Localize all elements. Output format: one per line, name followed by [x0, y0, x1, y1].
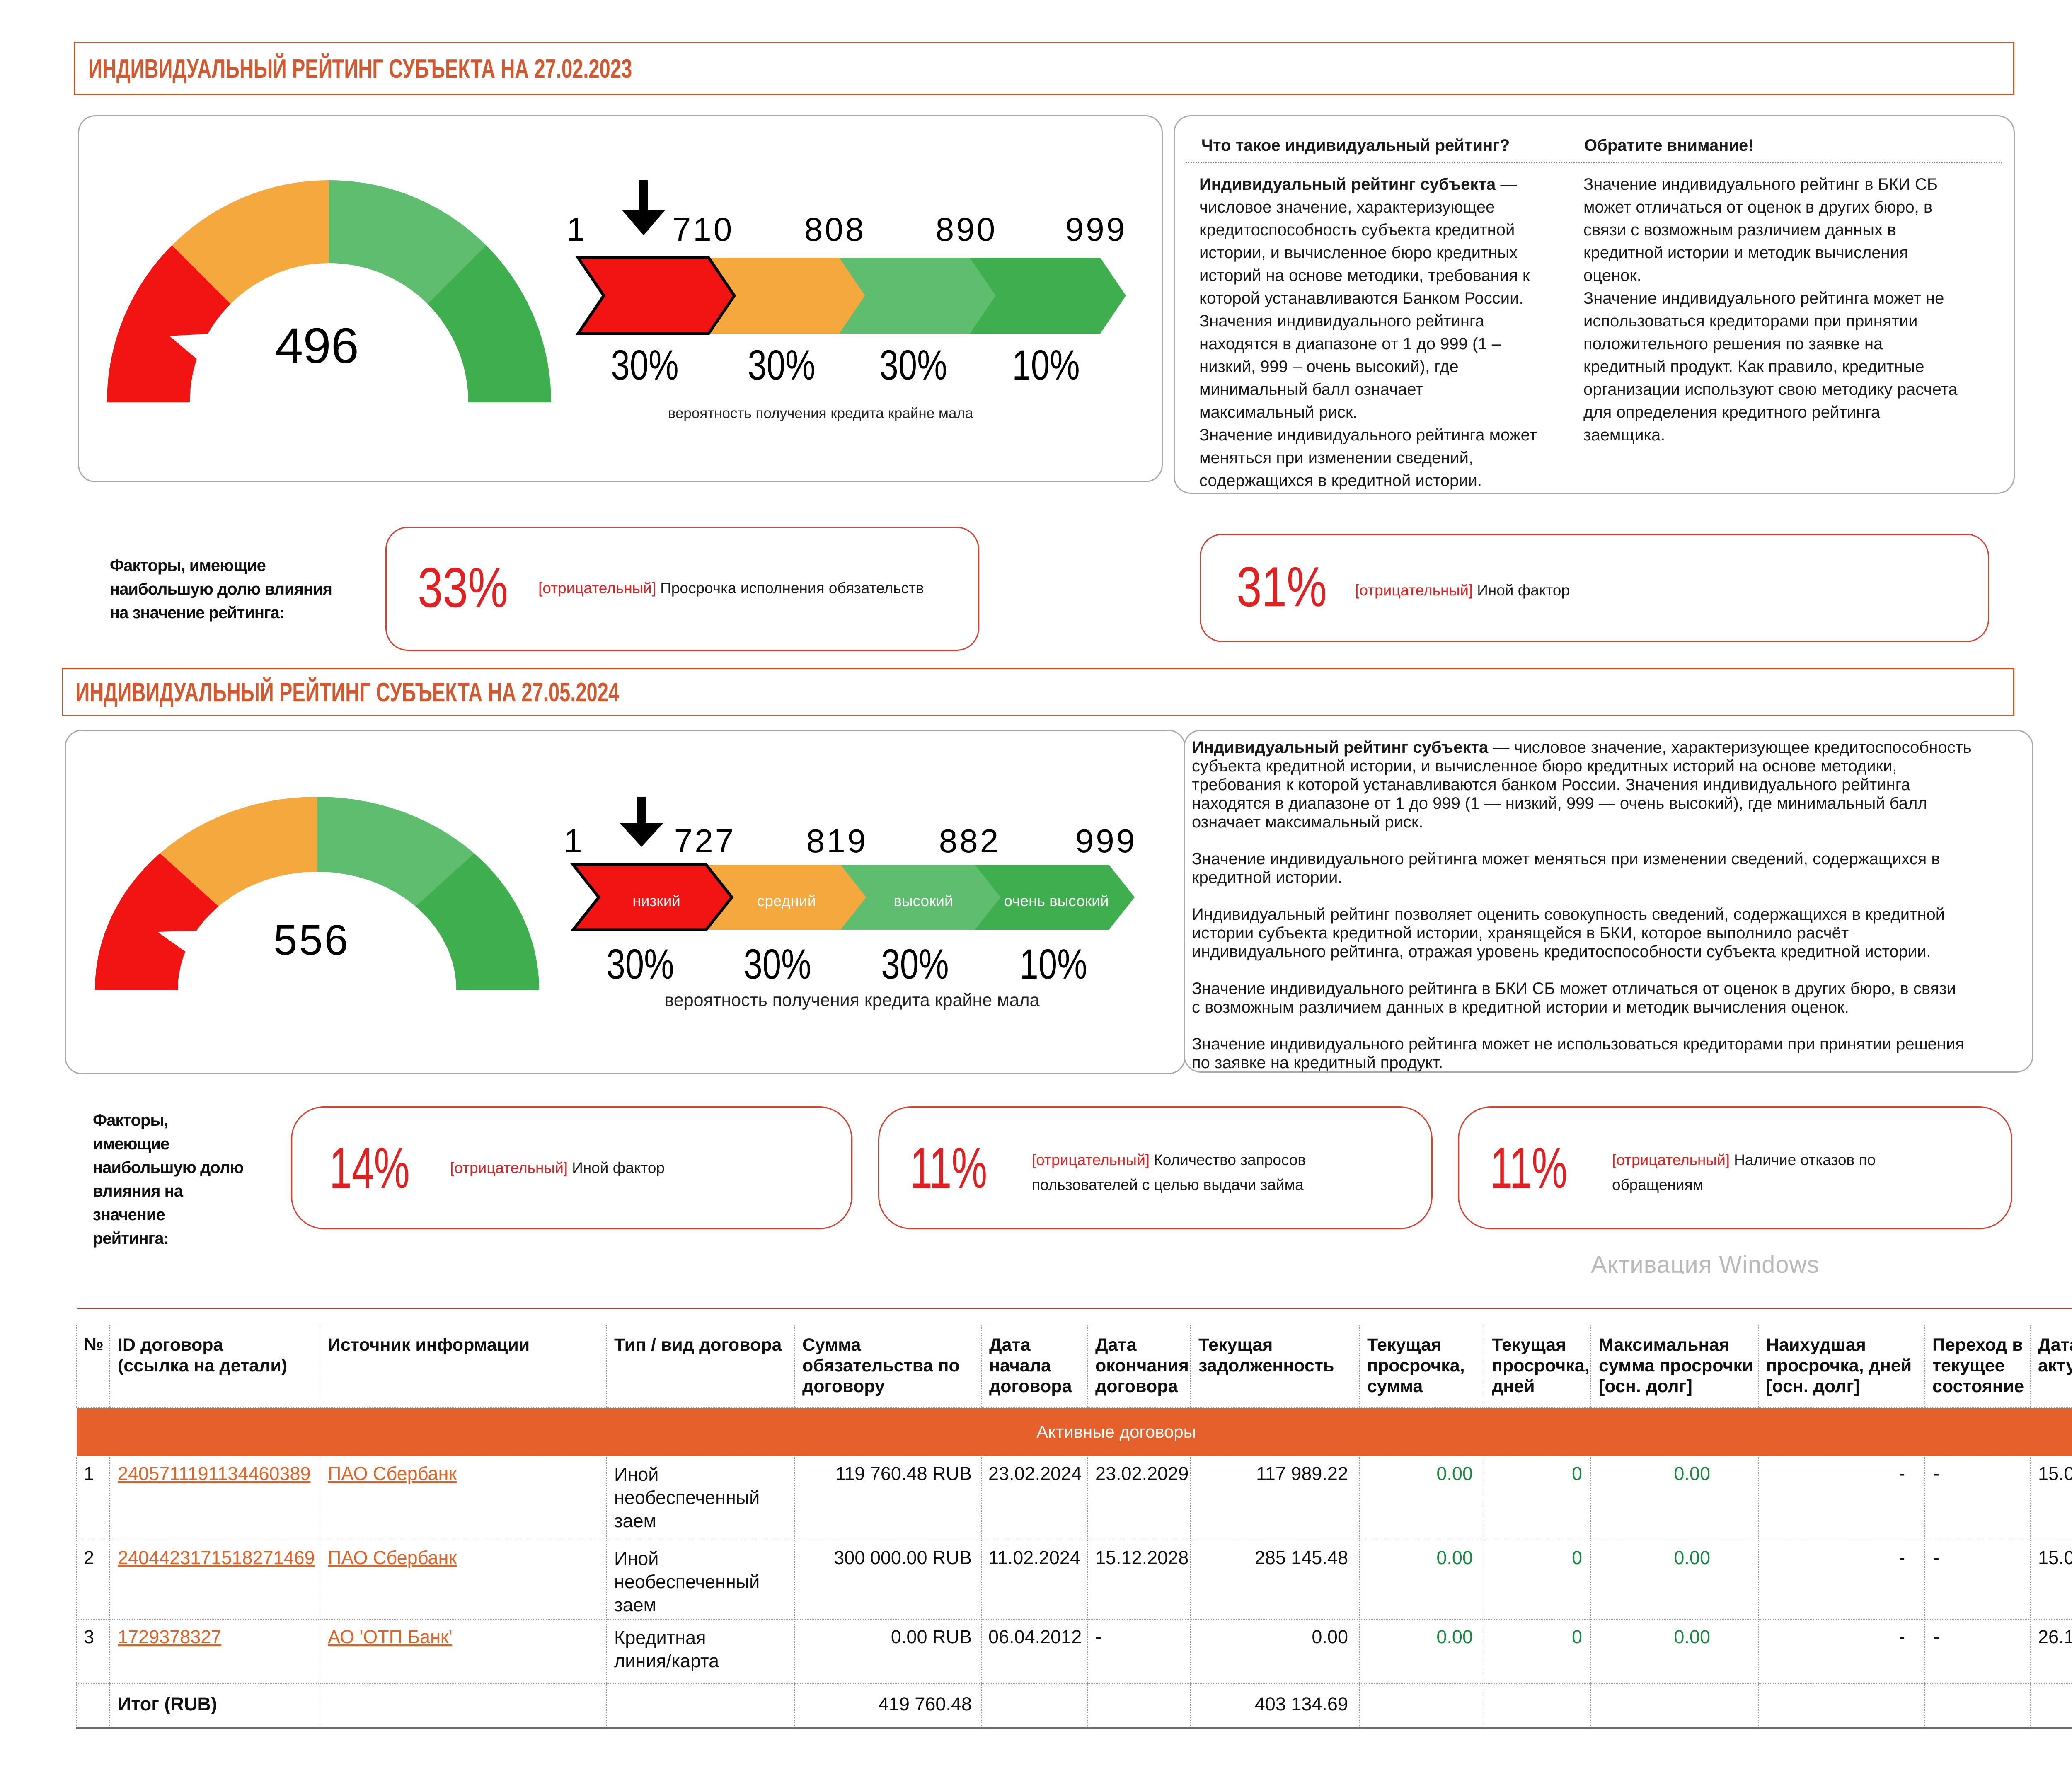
svg-text:556: 556: [274, 916, 350, 964]
svg-text:819: 819: [806, 822, 868, 859]
svg-text:808: 808: [804, 211, 866, 248]
svg-text:890: 890: [936, 211, 997, 248]
svg-text:низкий: низкий: [632, 892, 680, 909]
svg-text:30%: 30%: [743, 940, 811, 988]
svg-text:727: 727: [674, 822, 736, 859]
svg-text:882: 882: [939, 822, 1000, 859]
svg-text:средний: средний: [757, 892, 816, 909]
svg-text:710: 710: [673, 211, 734, 248]
svg-text:10%: 10%: [1019, 940, 1087, 988]
svg-text:30%: 30%: [879, 341, 947, 389]
svg-text:30%: 30%: [881, 940, 949, 988]
svg-text:999: 999: [1075, 822, 1137, 859]
svg-text:1: 1: [566, 211, 587, 248]
svg-text:очень высокий: очень высокий: [1004, 892, 1109, 909]
svg-text:высокий: высокий: [893, 892, 953, 909]
svg-text:496: 496: [275, 317, 359, 374]
svg-text:30%: 30%: [748, 341, 815, 389]
svg-text:1: 1: [564, 822, 584, 859]
svg-text:30%: 30%: [611, 341, 678, 389]
svg-text:вероятность получения кредита: вероятность получения кредита крайне мал…: [668, 405, 973, 421]
svg-text:вероятность получения кредита: вероятность получения кредита крайне мал…: [664, 990, 1039, 1010]
svg-text:999: 999: [1065, 211, 1127, 248]
svg-text:30%: 30%: [606, 940, 674, 988]
svg-text:10%: 10%: [1012, 341, 1080, 389]
